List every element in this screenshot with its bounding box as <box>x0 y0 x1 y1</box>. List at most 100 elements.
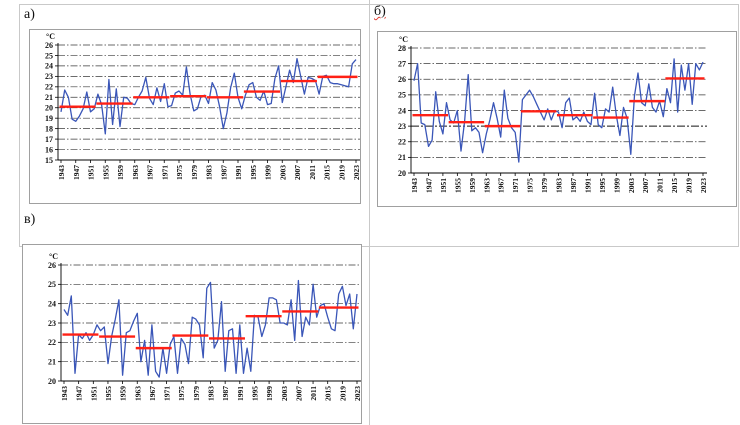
svg-text:2007: 2007 <box>641 178 650 193</box>
svg-text:1987: 1987 <box>219 165 228 180</box>
axis-labels: 20 21 22 23 24 25 26°C 1943 1947 1951 1955 1959 1963… <box>48 252 361 401</box>
table-left-border <box>19 4 20 246</box>
svg-text:2003: 2003 <box>627 178 636 193</box>
svg-text:2015: 2015 <box>323 165 332 180</box>
svg-text:2023: 2023 <box>352 165 360 180</box>
svg-text:23: 23 <box>48 319 56 328</box>
panel-label-a: а) <box>24 7 35 22</box>
svg-text:°C: °C <box>399 35 408 44</box>
svg-text:2011: 2011 <box>309 386 318 401</box>
svg-text:2015: 2015 <box>670 178 679 193</box>
svg-text:1991: 1991 <box>583 178 592 193</box>
svg-text:2019: 2019 <box>685 178 694 193</box>
svg-text:23: 23 <box>398 122 406 131</box>
svg-text:1943: 1943 <box>57 165 66 180</box>
svg-text:1967: 1967 <box>148 386 157 401</box>
svg-text:2011: 2011 <box>656 178 665 193</box>
svg-text:1991: 1991 <box>236 386 245 401</box>
svg-text:15: 15 <box>45 156 53 165</box>
svg-text:1999: 1999 <box>264 165 273 180</box>
svg-text:1991: 1991 <box>234 165 243 180</box>
svg-text:16: 16 <box>45 145 53 154</box>
svg-text:27: 27 <box>398 59 406 68</box>
svg-text:20: 20 <box>48 377 56 386</box>
svg-text:2023: 2023 <box>699 178 708 193</box>
svg-text:2019: 2019 <box>337 165 346 180</box>
svg-text:19: 19 <box>45 114 53 123</box>
annual-series-line <box>60 57 357 135</box>
decade-mean-segments <box>62 306 359 350</box>
svg-text:1951: 1951 <box>89 386 98 401</box>
svg-text:24: 24 <box>45 62 53 71</box>
svg-text:1967: 1967 <box>497 178 506 193</box>
svg-text:21: 21 <box>398 153 406 162</box>
svg-text:22: 22 <box>45 83 53 92</box>
svg-text:1951: 1951 <box>439 178 448 193</box>
axes <box>58 263 361 384</box>
chart-a: 15 16 17 18 19 20 21 22 23 24 25 26 °C 1943 1947 1951 19… <box>29 29 361 204</box>
svg-text:1967: 1967 <box>146 165 155 180</box>
svg-text:1947: 1947 <box>75 386 84 401</box>
svg-text:28: 28 <box>398 44 406 53</box>
svg-text:23: 23 <box>45 72 53 81</box>
svg-text:1983: 1983 <box>555 178 564 193</box>
svg-text:2003: 2003 <box>278 165 287 180</box>
svg-text:25: 25 <box>398 91 406 100</box>
svg-text:2019: 2019 <box>338 386 347 401</box>
svg-text:1987: 1987 <box>569 178 578 193</box>
svg-text:1995: 1995 <box>249 165 258 180</box>
annual-series-line <box>63 279 358 378</box>
chart-v-canvas: 20 21 22 23 24 25 26°C 1943 1947 1951 1955 1959 1963… <box>48 252 361 401</box>
svg-text:21: 21 <box>48 357 56 366</box>
gridlines <box>411 47 707 158</box>
chart-b-canvas: 20 21 22 23 24 25 26 27 28°C 1943 1947 1951 1955 1959… <box>398 35 708 193</box>
svg-text:26: 26 <box>398 75 406 84</box>
svg-text:1943: 1943 <box>60 386 69 401</box>
svg-text:21: 21 <box>45 93 53 102</box>
svg-text:1971: 1971 <box>511 178 520 193</box>
svg-text:1955: 1955 <box>101 165 110 180</box>
axis-labels: 20 21 22 23 24 25 26 27 28°C 1943 1947 1951 1955 1959… <box>398 35 708 193</box>
svg-text:18: 18 <box>45 124 53 133</box>
svg-text:1995: 1995 <box>250 386 259 401</box>
svg-text:20: 20 <box>45 104 53 113</box>
chart-v: 20 21 22 23 24 25 26 °C 1943 1947 1951 1955 1959 1963… <box>22 244 362 424</box>
svg-text:1963: 1963 <box>131 165 140 180</box>
svg-text:1999: 1999 <box>612 178 621 193</box>
panel-label-b: б) <box>374 4 386 19</box>
table-row-divider <box>19 246 739 247</box>
svg-text:22: 22 <box>398 138 406 147</box>
svg-text:1999: 1999 <box>265 386 274 401</box>
svg-text:1979: 1979 <box>540 178 549 193</box>
svg-text:2007: 2007 <box>294 386 303 401</box>
svg-text:°C: °C <box>49 252 58 261</box>
table-right-border <box>738 4 739 246</box>
svg-text:24: 24 <box>48 299 56 308</box>
table-top-border <box>19 4 739 5</box>
svg-text:24: 24 <box>398 106 406 115</box>
svg-text:1979: 1979 <box>192 386 201 401</box>
svg-text:25: 25 <box>48 280 56 289</box>
decade-mean-segments <box>412 77 705 128</box>
svg-text:1947: 1947 <box>72 165 81 180</box>
svg-text:1983: 1983 <box>205 165 214 180</box>
svg-text:2003: 2003 <box>280 386 289 401</box>
svg-text:1951: 1951 <box>87 165 96 180</box>
annual-series-line <box>413 58 704 163</box>
decade-mean-segments <box>59 75 358 108</box>
svg-text:20: 20 <box>398 169 406 178</box>
svg-text:25: 25 <box>45 51 53 60</box>
axes <box>408 46 707 176</box>
svg-text:1995: 1995 <box>598 178 607 193</box>
svg-text:22: 22 <box>48 338 56 347</box>
svg-text:1947: 1947 <box>424 178 433 193</box>
chart-b: 20 21 22 23 24 25 26 27 28 °C 1943 1947 1951 1955 1959… <box>377 31 737 207</box>
svg-text:1955: 1955 <box>104 386 113 401</box>
table-column-divider <box>369 0 370 425</box>
svg-text:26: 26 <box>45 41 53 50</box>
svg-text:1975: 1975 <box>175 165 184 180</box>
svg-text:1959: 1959 <box>468 178 477 193</box>
